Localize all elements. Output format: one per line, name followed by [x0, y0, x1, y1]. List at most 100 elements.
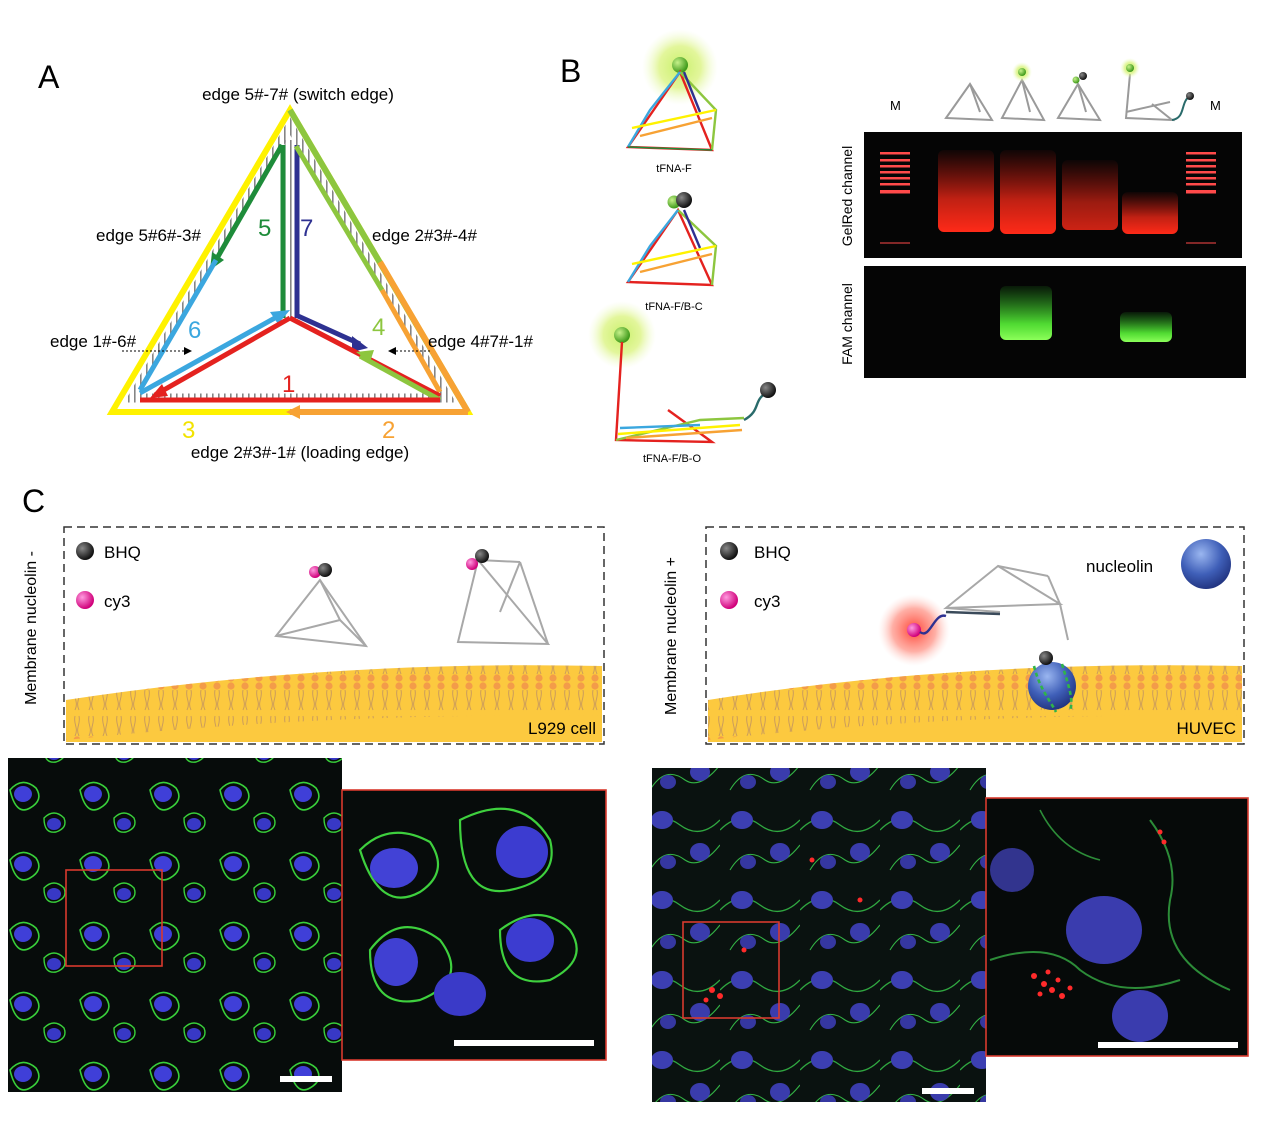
cell-label-left: L929 cell	[528, 719, 596, 738]
aptamer-binding	[1032, 663, 1073, 713]
edge-label-top: edge 5#-7# (switch edge)	[202, 85, 394, 104]
marker-ladder-left	[880, 152, 910, 244]
pointer-left-head	[184, 347, 192, 355]
pointer-right-head	[388, 347, 396, 355]
schematic-nucleolin-negative: Membrane nucleolin - BHQ cy3 L929 cell	[23, 526, 605, 745]
label-tfna-fbc: tFNA-F/B-C	[645, 301, 702, 313]
edge-label-upper-right: edge 2#3#-4#	[372, 226, 477, 245]
side-label-right: Membrane nucleolin +	[663, 557, 680, 715]
strand-4-inner	[358, 353, 442, 403]
zoom-box-huvec	[682, 921, 780, 1019]
released-strand	[919, 614, 947, 635]
lane-header-icons	[944, 73, 1176, 122]
edge-label-right: edge 4#7#-1#	[428, 332, 533, 351]
fam-dye-icon	[672, 57, 688, 73]
bhq-quencher-icon	[676, 192, 692, 208]
fam-band-lane-4	[1120, 312, 1172, 342]
label-tfna-f: tFNA-F	[656, 163, 692, 175]
tetrahedron-diagram: edge 5#-7# (switch edge) edge 5#6#-3# ed…	[50, 85, 533, 462]
cy3-legend-icon-right	[720, 591, 738, 609]
cy3-legend-icon	[76, 591, 94, 609]
strand-number-6: 6	[188, 317, 201, 344]
arrow-6	[270, 310, 290, 324]
micrograph-l929	[8, 758, 607, 1092]
strand-2-outer	[377, 260, 471, 414]
structure-tfna-fbc: tFNA-F/B-C	[625, 192, 718, 313]
strand-6-inner	[138, 311, 284, 396]
zoom-box-l929	[65, 869, 163, 967]
scale-bar-l929-zoom	[454, 1040, 594, 1046]
red-signal-overview	[703, 857, 863, 1003]
fam-panel	[864, 266, 1246, 378]
lane-bhq-3	[1079, 72, 1087, 80]
legend-bhq-right: BHQ	[754, 543, 791, 562]
tetrahedron-icon-left-1	[274, 578, 369, 648]
gel-band-lane-3	[1062, 160, 1118, 230]
bhq-icon-2	[475, 549, 489, 563]
edge-label-left: edge 1#-6#	[50, 332, 137, 351]
side-label-left: Membrane nucleolin -	[23, 551, 40, 705]
vertical-hatch	[285, 140, 295, 318]
panel-label-b: B	[560, 53, 581, 89]
channel-label-gelred: GelRed channel	[839, 146, 855, 246]
strand-number-1: 1	[282, 371, 295, 398]
micrograph-huvec	[652, 768, 1249, 1102]
bhq-legend-icon	[76, 542, 94, 560]
gel-band-lane-1	[938, 150, 994, 232]
arrow-2	[286, 405, 300, 419]
membrane-bilayer-left	[66, 665, 602, 740]
legend-cy3-right: cy3	[754, 592, 780, 611]
schematic-frame-left	[63, 526, 605, 745]
lane-bhq-4	[1186, 92, 1194, 100]
strand-5-diag	[213, 143, 285, 262]
label-tfna-fbo: tFNA-F/B-O	[643, 453, 701, 465]
strand-1-left	[153, 315, 292, 398]
tetrahedron-icon-left-2	[456, 557, 551, 646]
legend-cy3-left: cy3	[104, 592, 130, 611]
strand-number-5: 5	[258, 215, 271, 242]
cy3-dye-icon-2	[466, 558, 478, 570]
strand-number-7: 7	[300, 215, 313, 242]
structure-tfna-fbo: tFNA-F/B-O	[588, 301, 776, 465]
bhq-quencher-icon-2	[760, 382, 776, 398]
gel-image: M M	[839, 58, 1246, 378]
fam-band-lane-2	[1000, 286, 1052, 340]
strand-6-diag	[137, 258, 219, 392]
tetrahedron-icon-right	[943, 564, 1069, 641]
legend-bhq-left: BHQ	[104, 543, 141, 562]
nucleolin-icon	[1181, 539, 1231, 589]
micrograph-l929-overview	[8, 758, 342, 1092]
scale-bar-huvec	[922, 1088, 974, 1094]
strand-7-inner	[296, 313, 362, 347]
lane-dye-3	[1072, 76, 1080, 84]
edge-label-bottom: edge 2#3#-1# (loading edge)	[191, 443, 409, 462]
arrow-4	[356, 350, 374, 362]
protein-label: nucleolin	[1086, 557, 1153, 576]
arrow-7	[352, 336, 368, 352]
gel-marker-left: M	[890, 98, 901, 113]
gel-marker-right: M	[1210, 98, 1221, 113]
schematic-nucleolin-positive: Membrane nucleolin + BHQ cy3 nucleolin H…	[663, 526, 1245, 745]
lane-arm-4	[1171, 95, 1191, 121]
gel-band-lane-2	[1000, 150, 1056, 234]
bhq-legend-icon-right	[720, 542, 738, 560]
edge-label-upper-left: edge 5#6#-3#	[96, 226, 201, 245]
strand-number-3: 3	[182, 417, 195, 444]
strand-number-2: 2	[382, 417, 395, 444]
panel-label-c: C	[22, 483, 45, 519]
marker-ladder-right	[1186, 152, 1216, 244]
lane-dye-4	[1126, 64, 1134, 72]
lane-dye-2	[1018, 68, 1026, 76]
scale-bar-huvec-zoom	[1098, 1042, 1238, 1048]
cell-label-right: HUVEC	[1176, 719, 1236, 738]
cy3-dye-active-icon	[907, 623, 921, 637]
strand-2-diag	[379, 288, 443, 394]
cy3-dye-icon	[309, 566, 321, 578]
gel-band-lane-4	[1122, 192, 1178, 234]
micrograph-huvec-overview	[652, 768, 986, 1102]
fam-dye-icon-3	[614, 327, 630, 343]
arrow-1-left	[150, 384, 168, 398]
zoom-cells-l929	[358, 807, 578, 1016]
panel-label-a: A	[38, 59, 60, 95]
